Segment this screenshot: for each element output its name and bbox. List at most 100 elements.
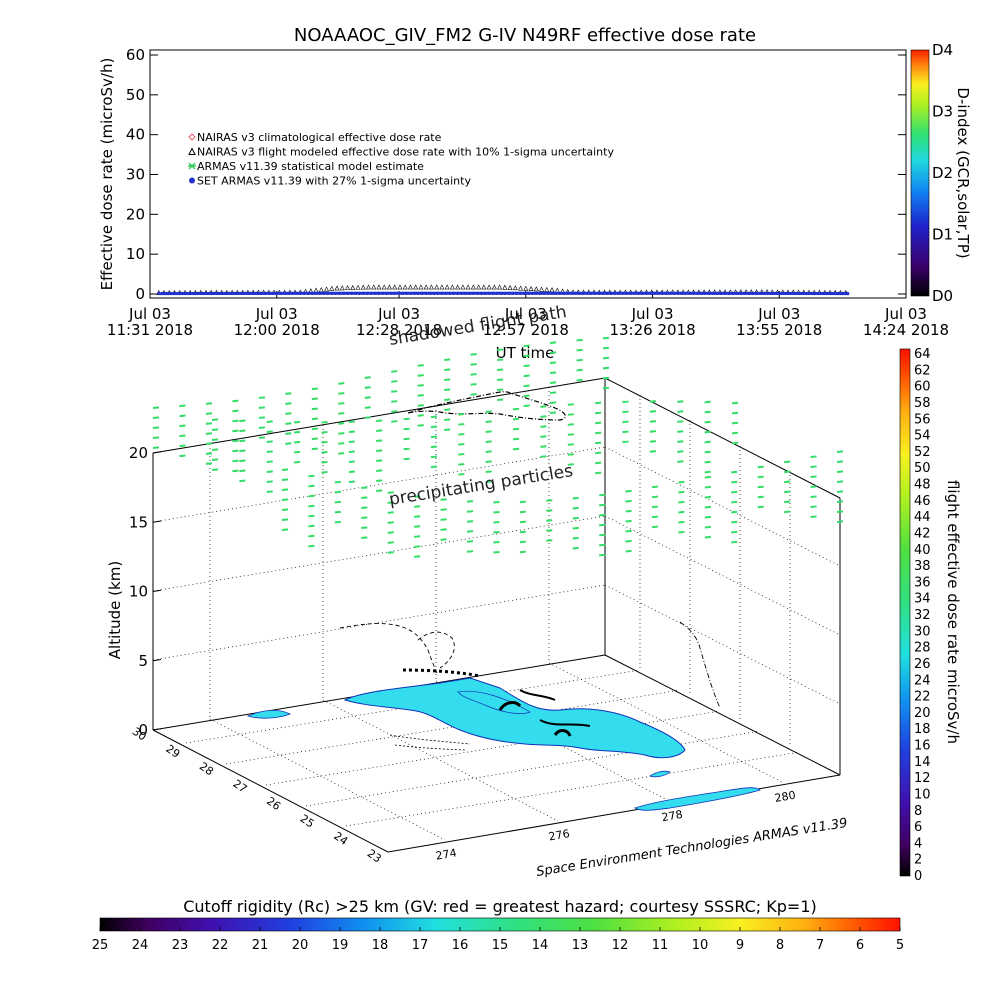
dose-colorbar-tick-label: 24 <box>914 673 931 688</box>
nairas-flight-marker <box>476 284 482 290</box>
set-armas-point <box>660 291 664 296</box>
armas-marker <box>731 421 739 425</box>
armas-marker <box>211 418 219 421</box>
armas-marker <box>387 511 394 514</box>
set-armas-point <box>821 291 826 296</box>
set-armas-point <box>711 291 715 296</box>
armas-marker <box>391 400 398 403</box>
set-armas-point <box>680 291 684 296</box>
set-armas-point <box>699 291 704 296</box>
flight-path <box>339 391 721 709</box>
armas-marker <box>205 462 213 465</box>
top-x-tick-date: Jul 03 <box>255 305 298 323</box>
top-chart-title: NOAAAOC_GIV_FM2 G-IV N49RF effective dos… <box>294 25 756 46</box>
armas-marker <box>403 447 410 451</box>
set-armas-point <box>267 291 271 296</box>
set-armas-point <box>833 291 837 296</box>
armas-marker <box>810 495 817 499</box>
armas-marker <box>567 403 574 406</box>
armas-marker <box>599 523 606 527</box>
armas-marker <box>567 423 574 426</box>
armas-marker <box>308 484 315 488</box>
rigidity-tick-label: 8 <box>776 938 784 953</box>
armas-marker <box>704 470 711 474</box>
set-armas-point <box>530 291 534 296</box>
armas-marker <box>731 510 738 514</box>
armas-marker <box>704 525 711 529</box>
nairas-flight-marker <box>444 284 450 290</box>
rigidity-tick-label: 23 <box>172 938 189 953</box>
armas-marker <box>376 459 383 462</box>
set-armas-point <box>483 291 487 296</box>
longitude-tick-label: 280 <box>774 789 797 805</box>
credit-text: Space Environment Technologies ARMAS v11… <box>535 816 848 880</box>
armas-marker <box>348 420 355 424</box>
set-armas-point <box>766 291 770 296</box>
top-x-tick-date: Jul 03 <box>757 305 800 323</box>
rigidity-tick-label: 15 <box>492 938 509 953</box>
armas-marker <box>152 406 160 409</box>
set-armas-point <box>794 291 798 296</box>
set-armas-point <box>593 291 597 296</box>
set-armas-point <box>365 291 369 296</box>
armas-marker <box>602 356 610 360</box>
armas-marker <box>599 503 606 507</box>
nairas-flight-marker <box>381 284 387 290</box>
armas-marker <box>338 452 345 455</box>
armas-marker <box>179 424 186 428</box>
armas-marker <box>266 420 273 423</box>
armas-marker <box>232 399 239 403</box>
set-armas-point <box>841 291 845 296</box>
set-armas-point <box>790 291 794 296</box>
set-armas-point <box>747 291 751 296</box>
set-armas-point <box>373 291 377 296</box>
rigidity-tick-label: 16 <box>452 938 469 953</box>
top-y-tick-label: 10 <box>126 245 145 263</box>
armas-marker <box>602 386 610 390</box>
latitude-tick-label: 28 <box>197 760 216 779</box>
dose-colorbar-tick-label: 28 <box>914 641 931 656</box>
armas-marker <box>376 439 383 442</box>
armas-marker <box>576 338 583 342</box>
nairas-flight-marker <box>539 286 545 292</box>
armas-marker <box>704 420 711 424</box>
altitude-tick <box>152 728 162 731</box>
set-armas-point <box>609 291 613 296</box>
set-armas-point <box>782 291 786 296</box>
top-y-tick-label: 20 <box>126 205 145 223</box>
armas-marker <box>497 348 504 352</box>
top-x-tick-time: 13:55 2018 <box>736 321 822 339</box>
armas-marker <box>549 361 557 364</box>
set-armas-point <box>845 291 849 296</box>
dindex-tick-label: D3 <box>932 103 953 121</box>
set-armas-point <box>562 291 566 296</box>
map-land <box>246 677 761 811</box>
latitude-tick-label: 29 <box>163 742 182 761</box>
dindex-colorbar <box>910 49 930 297</box>
set-armas-point <box>412 291 416 296</box>
armas-marker <box>308 514 315 518</box>
armas-marker <box>567 413 574 416</box>
rigidity-ticks: 25 24 23 22 21 20 19 18 17 16 15 14 13 12 11 10 9 8 7 6 5 <box>92 927 904 953</box>
armas-marker <box>523 384 530 388</box>
set-armas-point <box>208 291 212 296</box>
armas-marker <box>232 409 239 413</box>
armas-marker <box>258 406 265 409</box>
armas-marker <box>731 490 738 494</box>
armas-marker <box>622 400 629 404</box>
armas-marker <box>677 460 684 463</box>
armas-marker <box>239 429 246 433</box>
armas-marker <box>595 421 602 425</box>
armas-marker <box>281 468 289 471</box>
set-armas-point <box>369 291 373 296</box>
armas-marker <box>649 420 656 423</box>
set-armas-point <box>487 291 491 296</box>
armas-marker <box>677 440 684 443</box>
armas-marker <box>281 528 289 531</box>
armas-marker <box>361 506 368 510</box>
armas-marker <box>239 439 246 443</box>
set-armas-point <box>188 291 192 296</box>
set-armas-point <box>298 291 302 296</box>
